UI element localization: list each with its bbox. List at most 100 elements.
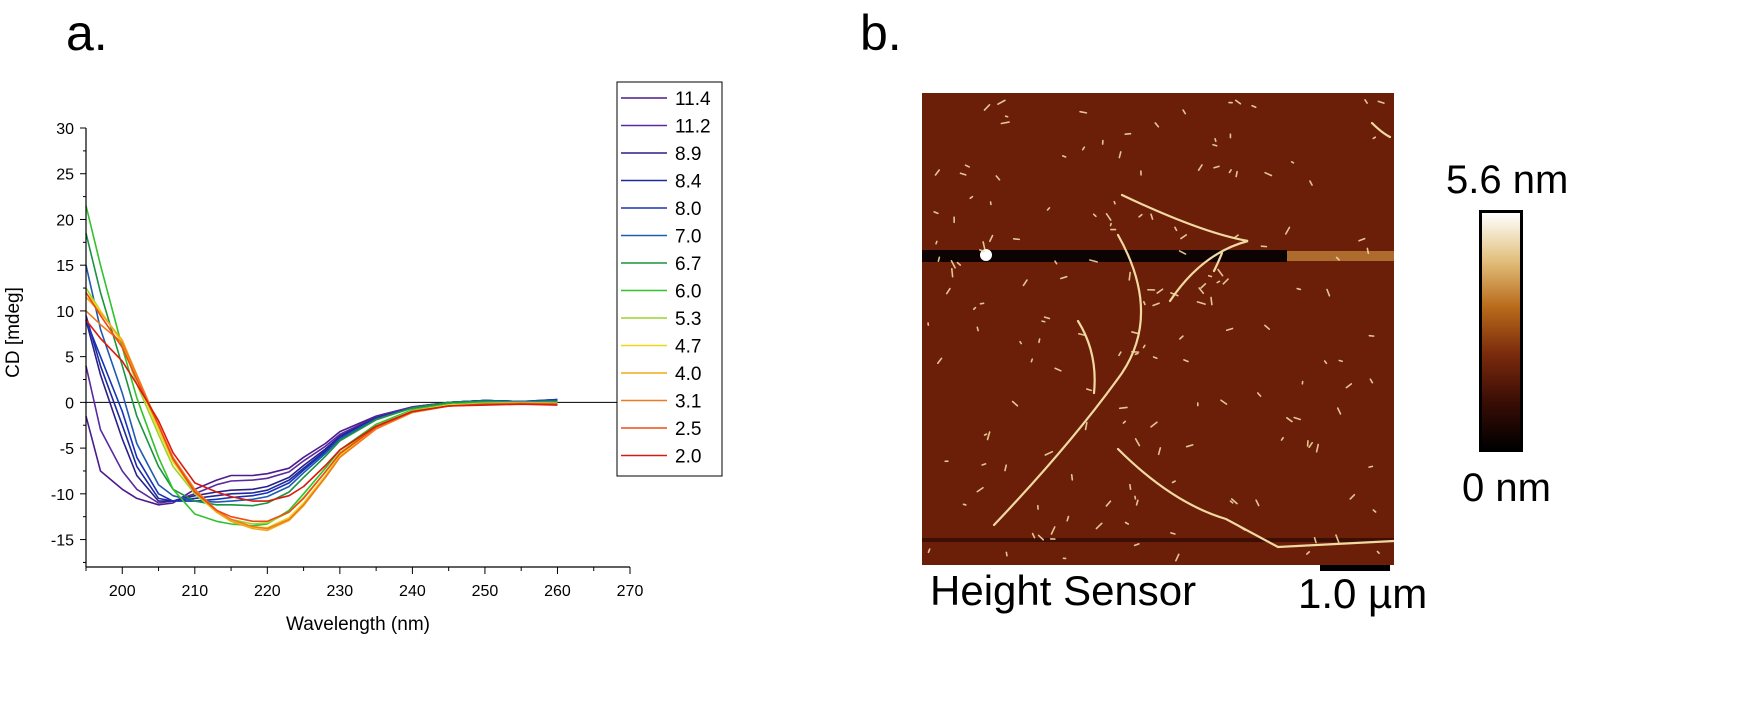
afm-height-image — [922, 93, 1394, 565]
aggregate — [1031, 532, 1036, 539]
aggregate — [1349, 493, 1356, 500]
aggregate — [1212, 143, 1218, 147]
aggregate — [1156, 288, 1164, 294]
aggregate — [1235, 99, 1242, 105]
legend-label: 8.4 — [675, 172, 702, 193]
aggregate — [1142, 344, 1146, 349]
colorbar — [1479, 210, 1523, 452]
legend-label: 2.5 — [675, 419, 701, 440]
aggregate — [927, 548, 931, 554]
aggregate — [1124, 521, 1130, 525]
afm-background — [922, 93, 1394, 565]
y-tick-label: 15 — [56, 258, 74, 275]
aggregate — [1308, 441, 1314, 449]
legend-label: 2.0 — [675, 447, 701, 468]
y-tick-label: 25 — [56, 167, 74, 184]
aggregate — [1313, 536, 1317, 544]
scan-artifact-line — [922, 538, 1394, 542]
legend-label: 8.0 — [675, 199, 701, 220]
y-tick-label: 0 — [65, 395, 74, 412]
aggregate — [1133, 543, 1140, 547]
aggregate — [1060, 275, 1068, 280]
aggregate — [979, 249, 985, 253]
aggregate — [933, 211, 939, 215]
fibril — [1370, 121, 1392, 139]
aggregate — [1284, 226, 1291, 235]
aggregate — [972, 306, 977, 311]
aggregate — [1070, 473, 1074, 481]
aggregate — [1105, 213, 1112, 221]
aggregate — [1377, 100, 1385, 104]
series-line-8-0 — [85, 319, 558, 502]
aggregate — [976, 486, 984, 493]
aggregate — [1369, 378, 1374, 384]
scale-bar — [1320, 565, 1390, 571]
aggregate — [1179, 335, 1184, 340]
aggregate — [1131, 331, 1140, 335]
aggregate — [1376, 550, 1380, 555]
aggregate — [1178, 250, 1187, 255]
aggregate — [945, 287, 951, 295]
scale-bar-label: 1.0 µm — [1298, 570, 1428, 617]
aggregate — [1054, 367, 1062, 372]
aggregate — [1046, 207, 1051, 211]
aggregate — [1095, 522, 1103, 530]
fibril — [1120, 193, 1249, 303]
aggregate — [962, 503, 967, 506]
aggregate — [1315, 443, 1320, 453]
x-tick-label: 200 — [109, 583, 136, 600]
series-line-6-0 — [85, 205, 558, 527]
aggregate — [1000, 121, 1010, 125]
x-tick-label: 270 — [617, 583, 644, 600]
aggregate — [1085, 388, 1093, 392]
fibril — [992, 233, 1143, 527]
colorbar-max-label: 5.6 nm — [1446, 158, 1569, 202]
scan-artifact-band — [922, 250, 1287, 262]
series-line-8-9 — [85, 319, 558, 502]
aggregate — [1364, 99, 1368, 104]
aggregate — [1054, 260, 1058, 265]
aggregate — [1037, 534, 1045, 541]
aggregate — [1150, 213, 1154, 220]
y-tick-label: 5 — [65, 350, 74, 367]
legend-label: 7.0 — [675, 227, 701, 248]
aggregate — [1286, 416, 1293, 423]
fibril — [1076, 319, 1096, 395]
aggregate — [1345, 383, 1353, 389]
panel-b-label: b. — [860, 5, 902, 61]
aggregate — [1200, 282, 1207, 289]
aggregate — [1338, 359, 1343, 363]
aggregate — [1113, 200, 1116, 205]
colorbar-min-label: 0 nm — [1462, 466, 1551, 510]
legend-label: 4.0 — [675, 364, 701, 385]
aggregate — [1235, 170, 1238, 178]
aggregate — [1222, 278, 1229, 285]
aggregate — [1210, 296, 1213, 306]
aggregate — [1152, 302, 1160, 307]
aggregate — [937, 256, 941, 262]
aggregate — [1154, 122, 1160, 128]
aggregate — [1280, 436, 1284, 441]
aggregate — [1183, 359, 1189, 363]
series-line-6-7 — [85, 233, 558, 507]
aggregate — [1326, 288, 1331, 297]
y-tick-label: 10 — [56, 304, 74, 321]
x-tick-label: 220 — [254, 583, 281, 600]
legend-label: 5.3 — [675, 309, 701, 330]
aggregate — [969, 195, 974, 200]
aggregate — [950, 260, 956, 269]
aggregate — [1081, 146, 1086, 151]
aggregate — [1157, 447, 1162, 456]
aggregate — [1368, 465, 1374, 468]
legend-label: 6.7 — [675, 254, 701, 275]
series-line-4-7 — [85, 292, 558, 529]
aggregate — [1238, 525, 1246, 531]
aggregate — [1336, 407, 1342, 415]
aggregate — [1118, 351, 1122, 357]
aggregate — [1041, 320, 1046, 323]
aggregate — [1078, 332, 1086, 336]
aggregate — [1038, 338, 1041, 344]
x-axis-title: Wavelength (nm) — [286, 614, 430, 635]
aggregate — [1309, 180, 1313, 186]
aggregate — [1264, 171, 1273, 177]
